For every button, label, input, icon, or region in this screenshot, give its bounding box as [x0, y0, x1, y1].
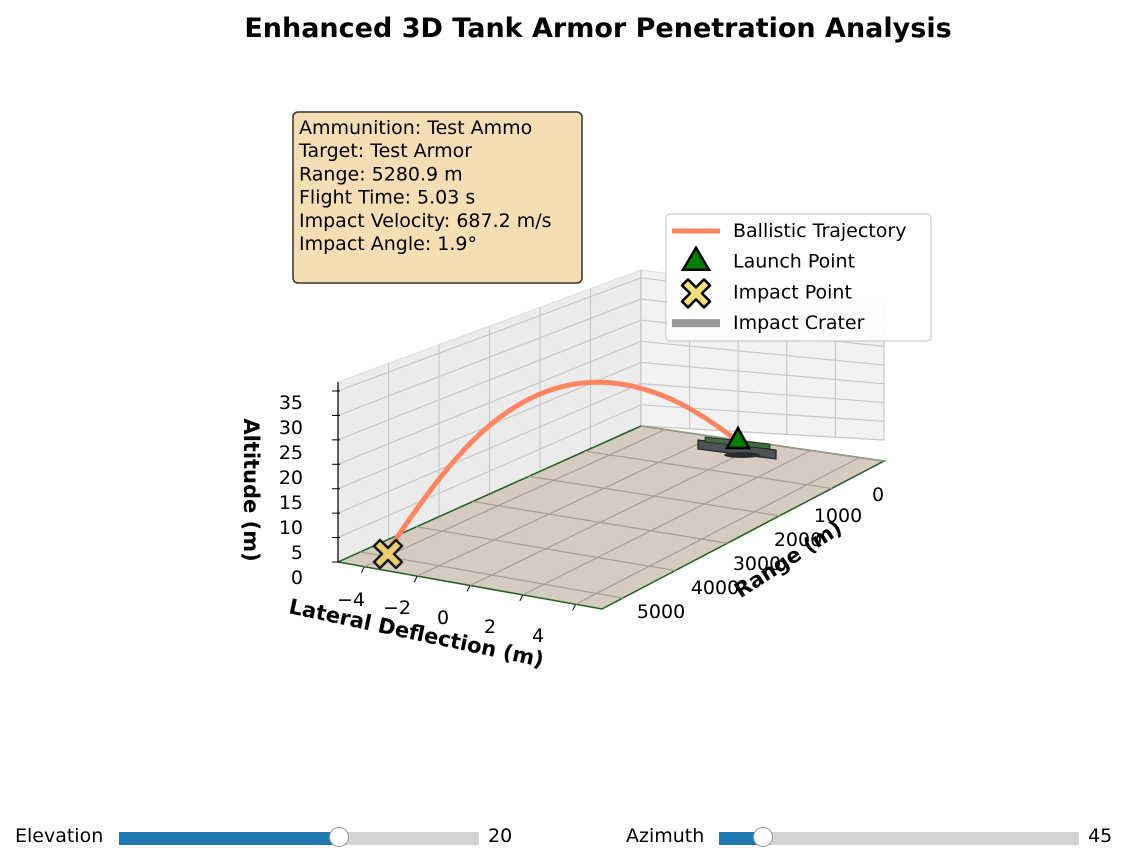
legend-item: Impact Crater: [672, 312, 865, 334]
pane-gridline: [640, 383, 885, 404]
lateral-tick: [519, 594, 524, 602]
legend-label: Ballistic Trajectory: [733, 220, 906, 242]
info-box-line: Flight Time: 5.03 s: [299, 187, 475, 209]
azimuth-slider-row: Azimuth 45: [600, 823, 1127, 851]
pane-gridline: [640, 425, 885, 441]
pane-gridline: [640, 404, 885, 422]
legend: Ballistic Trajectory Launch Point Impact P…: [665, 213, 932, 342]
altitude-tick-label: 35: [279, 392, 303, 414]
legend-label: Impact Point: [733, 281, 852, 303]
launch-point-marker: [724, 425, 752, 450]
azimuth-slider[interactable]: [719, 827, 1079, 847]
altitude-axis: 0 5 10 15 20 25 30 35: [279, 382, 340, 589]
impact-x: [372, 538, 404, 570]
lateral-tick: [413, 575, 418, 583]
altitude-tick-label: 0: [291, 567, 303, 589]
lateral-tick: [572, 604, 577, 611]
ground-gridline: [522, 449, 812, 596]
info-box-line: Impact Velocity: 687.2 m/s: [299, 210, 552, 232]
legend-label: Impact Crater: [733, 312, 865, 334]
info-box-line: Ammunition: Test Ammo: [299, 117, 532, 139]
lateral-tick-label: −2: [383, 597, 411, 619]
legend-item: Launch Point: [680, 245, 855, 273]
lateral-tick-label: −4: [337, 589, 365, 611]
info-box-line: Range: 5280.9 m: [299, 163, 463, 185]
elevation-slider-handle[interactable]: [329, 827, 350, 847]
legend-label: Launch Point: [733, 251, 855, 273]
altitude-tick-label: 30: [279, 417, 303, 439]
range-tick-label: 1000: [814, 505, 862, 527]
lateral-axis: −4 −2 0 2 4: [337, 566, 577, 647]
altitude-tick-label: 15: [279, 492, 303, 514]
pane-gridline: [640, 361, 885, 385]
ground-gridline: [469, 442, 763, 587]
azimuth-label: Azimuth: [626, 825, 705, 847]
elevation-value: 20: [488, 825, 513, 847]
altitude-tick-label: 25: [279, 442, 303, 464]
altitude-tick-label: 5: [291, 542, 303, 564]
lateral-tick-label: 4: [532, 625, 544, 647]
range-tick-label: 2000: [774, 529, 822, 551]
range-tick-label: 0: [872, 484, 884, 506]
lateral-tick: [360, 566, 365, 573]
ground-grid: [360, 425, 885, 605]
azimuth-value: 45: [1088, 825, 1113, 847]
zlabel: Altitude (m): [239, 418, 263, 561]
elevation-label: Elevation: [15, 825, 104, 847]
info-box-line: Impact Angle: 1.9°: [299, 233, 477, 255]
ylabel: Lateral Deflection (m): [287, 594, 546, 671]
legend-x-swatch: [680, 278, 712, 309]
azimuth-slider-handle[interactable]: [753, 827, 773, 847]
lateral-tick-label: 0: [437, 607, 449, 629]
chart-title: Enhanced 3D Tank Armor Penetration Analy…: [244, 13, 951, 44]
launch-triangle: [724, 425, 752, 450]
range-tick-label: 5000: [637, 601, 685, 623]
range-tick-label: 3000: [733, 553, 781, 575]
ground-gridline: [364, 428, 666, 568]
legend-item: Impact Point: [680, 278, 852, 309]
elevation-slider[interactable]: [119, 827, 479, 847]
lateral-tick-label: 2: [484, 616, 496, 638]
ground-gridline: [575, 456, 860, 605]
info-box-line: Target: Test Armor: [298, 140, 472, 162]
altitude-tick-label: 20: [279, 467, 303, 489]
impact-point-marker: [372, 538, 404, 570]
elevation-slider-row: Elevation 20: [0, 823, 560, 851]
lateral-tick: [466, 585, 471, 592]
elevation-slider-fill: [119, 832, 341, 845]
range-tick-label: 4000: [691, 577, 739, 599]
azimuth-slider-fill: [719, 832, 764, 845]
pane-gridline: [640, 340, 885, 366]
altitude-tick-label: 10: [279, 517, 303, 539]
ground-gridline: [416, 435, 715, 577]
legend-item: Ballistic Trajectory: [672, 220, 906, 242]
trajectory-line: [385, 379, 741, 554]
legend-triangle-swatch: [680, 245, 712, 271]
